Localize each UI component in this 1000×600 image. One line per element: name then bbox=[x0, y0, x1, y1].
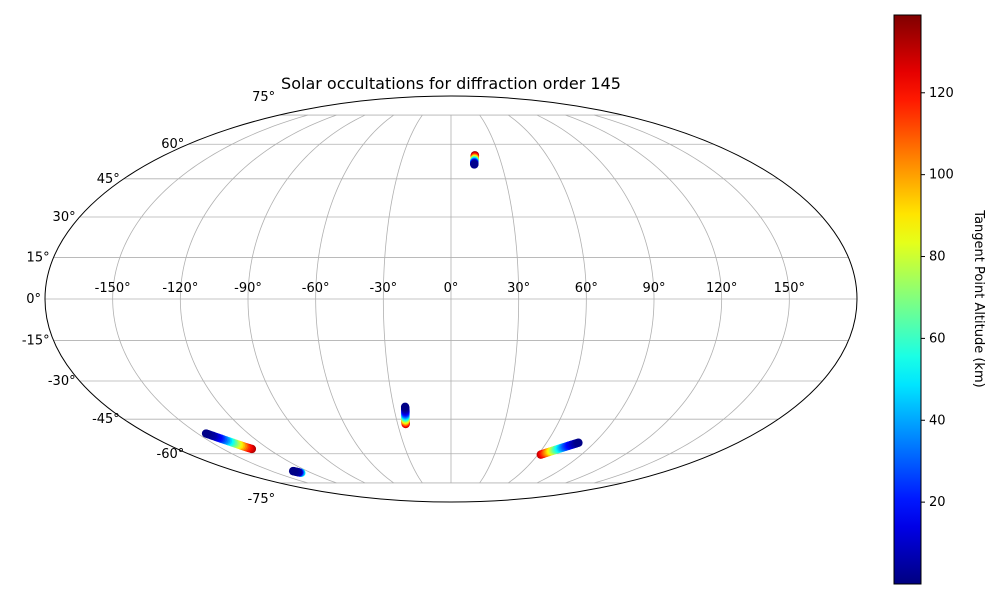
colorbar bbox=[893, 14, 922, 585]
meridian-line bbox=[536, 114, 655, 484]
latitude-tick-label: -30° bbox=[48, 374, 76, 389]
longitude-tick-label: -150° bbox=[95, 281, 131, 296]
colorbar-tick-labels: 20 40 60 80 100 120 bbox=[921, 86, 954, 510]
data-point bbox=[574, 438, 583, 447]
map-outline bbox=[44, 95, 858, 503]
occultation-points bbox=[201, 151, 583, 478]
latitude-tick-label: -45° bbox=[92, 412, 120, 427]
latitude-tick-label: 60° bbox=[161, 137, 184, 152]
latitude-tick-label: 0° bbox=[26, 292, 41, 307]
meridian-line bbox=[479, 114, 520, 484]
longitude-tick-label: 120° bbox=[706, 281, 737, 296]
chart-title: Solar occultations for diffraction order… bbox=[281, 74, 621, 93]
meridian-line bbox=[508, 114, 587, 484]
meridian-line bbox=[315, 114, 394, 484]
colorbar-tick-label: 40 bbox=[929, 413, 946, 428]
data-point bbox=[400, 402, 410, 411]
longitude-tick-label: 0° bbox=[444, 281, 459, 296]
colorbar-tick-label: 80 bbox=[929, 250, 946, 265]
longitude-tick-label: 90° bbox=[642, 281, 665, 296]
longitude-tick-label: -90° bbox=[234, 281, 262, 296]
data-point bbox=[201, 429, 211, 438]
latitude-tick-label: -60° bbox=[157, 447, 185, 462]
data-point bbox=[470, 160, 479, 169]
data-point bbox=[288, 466, 298, 476]
longitude-tick-label: 150° bbox=[774, 281, 805, 296]
colorbar-tick-label: 120 bbox=[929, 86, 954, 101]
latitude-tick-label: -15° bbox=[22, 334, 50, 349]
meridian-line bbox=[247, 114, 366, 484]
colorbar-tick-label: 60 bbox=[929, 331, 946, 346]
longitude-tick-label: -60° bbox=[302, 281, 330, 296]
longitude-tick-label: 30° bbox=[507, 281, 530, 296]
longitude-tick-label: 60° bbox=[575, 281, 598, 296]
meridian-line bbox=[112, 114, 308, 484]
latitude-tick-label: 30° bbox=[53, 210, 76, 225]
meridian-line bbox=[382, 114, 423, 484]
meridian-line bbox=[594, 114, 790, 484]
latitude-tick-label: 15° bbox=[27, 250, 50, 265]
longitude-tick-label: -120° bbox=[162, 281, 198, 296]
meridian-line bbox=[179, 114, 337, 484]
colorbar-tick-label: 100 bbox=[929, 168, 954, 183]
latitude-tick-label: -75° bbox=[247, 492, 275, 507]
map-grid bbox=[45, 114, 857, 484]
colorbar-label: Tangent Point Altitude (km) bbox=[971, 209, 986, 387]
latitude-tick-label: 75° bbox=[252, 90, 275, 105]
latitude-tick-label: 45° bbox=[97, 172, 120, 187]
longitude-tick-label: -30° bbox=[369, 281, 397, 296]
latitude-tick-labels: 75° 60° 45° 30° 15° 0° -15° -30° -45° -60° -75° bbox=[22, 90, 275, 507]
longitude-tick-labels: -150° -120° -90° -60° -30° 0° 30° 60° 90° 120° 150… bbox=[95, 281, 805, 296]
meridian-line bbox=[565, 114, 723, 484]
colorbar-tick-label: 20 bbox=[929, 495, 946, 510]
